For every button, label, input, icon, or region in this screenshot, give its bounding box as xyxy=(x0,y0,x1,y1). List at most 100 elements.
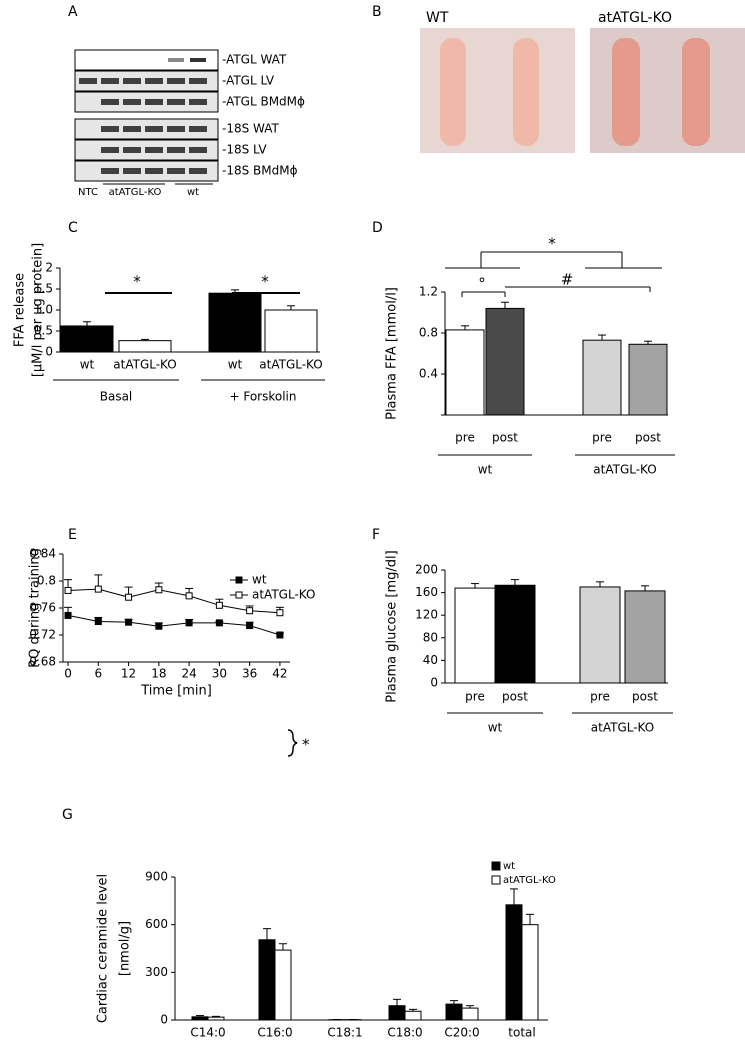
point xyxy=(246,622,254,630)
lane-label: NTC xyxy=(78,187,98,198)
x-tick-label: C20:0 xyxy=(444,1026,479,1040)
blot-band xyxy=(167,168,185,174)
blot-label: -18S WAT xyxy=(222,122,280,136)
bar xyxy=(454,587,496,684)
y-tick-label: 1.2 xyxy=(419,285,438,299)
bar xyxy=(461,1007,479,1021)
y-tick-label: 300 xyxy=(145,965,168,979)
x-tick-label: C18:1 xyxy=(327,1026,362,1040)
group-label: atATGL-KO xyxy=(593,463,656,477)
x-axis-label: Time [min] xyxy=(140,684,212,699)
x-tick-label: 0 xyxy=(64,667,72,681)
annotation: * xyxy=(302,736,310,754)
point xyxy=(215,619,223,627)
bar xyxy=(445,1003,463,1021)
panel-letter: E xyxy=(68,527,77,543)
x-tick-label: 18 xyxy=(151,667,166,681)
y-tick-label: 900 xyxy=(145,870,168,884)
organ xyxy=(513,38,539,146)
blot-label: -18S LV xyxy=(222,143,267,157)
bar xyxy=(445,329,485,416)
panel-letter: A xyxy=(68,4,78,20)
y-tick-label: 0.84 xyxy=(29,547,56,561)
legend-marker xyxy=(235,591,243,599)
legend-marker xyxy=(235,576,243,584)
point xyxy=(185,592,193,600)
panel-letter: F xyxy=(372,527,380,543)
y-axis-label: Cardiac ceramide level xyxy=(96,874,111,1023)
annotation: * xyxy=(261,273,269,291)
group-label: wt xyxy=(488,721,503,735)
group-label: atATGL-KO xyxy=(591,721,654,735)
bar xyxy=(505,904,523,1021)
bar xyxy=(582,339,622,416)
blot-strip xyxy=(74,49,219,71)
blot-label: -ATGL LV xyxy=(222,74,275,88)
blot-band xyxy=(123,78,141,84)
y-axis-label: FFA release xyxy=(13,273,28,347)
panel-letter: D xyxy=(372,220,383,236)
point xyxy=(64,586,72,594)
organ xyxy=(440,38,466,146)
annotation: * xyxy=(548,235,556,253)
legend-label: atATGL-KO xyxy=(252,588,315,602)
x-tick-label: wt xyxy=(80,358,95,372)
annotation: # xyxy=(561,271,574,289)
blot-band xyxy=(101,99,119,105)
y-axis-label: [µM/l per µg protein] xyxy=(31,243,46,377)
point xyxy=(276,609,284,617)
blot-label: -ATGL BMdMϕ xyxy=(222,95,305,109)
point xyxy=(64,611,72,619)
bar xyxy=(494,584,536,684)
x-tick-label: 42 xyxy=(272,667,287,681)
point xyxy=(125,618,133,626)
bar xyxy=(521,924,539,1021)
x-tick-label: atATGL-KO xyxy=(259,358,322,372)
bar xyxy=(258,939,276,1021)
point xyxy=(276,631,284,639)
bar xyxy=(208,292,262,353)
y-tick-label: 0 xyxy=(160,1013,168,1027)
blot-band xyxy=(189,126,207,132)
y-tick-label: 0.72 xyxy=(29,628,56,642)
y-tick-label: 0 xyxy=(430,676,438,690)
series-line xyxy=(68,588,280,614)
point xyxy=(185,619,193,627)
y-tick-label: 120 xyxy=(415,608,438,622)
x-tick-label: post xyxy=(632,690,658,704)
y-tick-label: 600 xyxy=(145,917,168,931)
photo-label: WT xyxy=(426,10,449,26)
x-tick-label: wt xyxy=(228,358,243,372)
bar xyxy=(274,949,292,1021)
blot-band xyxy=(79,78,97,84)
y-axis-label: Plasma FFA [mmol/l] xyxy=(385,287,400,420)
annotation: ° xyxy=(478,275,486,293)
organ xyxy=(682,38,710,146)
blot-band xyxy=(145,99,163,105)
bar xyxy=(388,1005,406,1021)
y-tick-label: 0 xyxy=(45,345,53,359)
legend-swatch xyxy=(491,875,501,885)
y-tick-label: 1.5 xyxy=(34,282,53,296)
point xyxy=(215,601,223,609)
panel-letter: C xyxy=(68,220,78,236)
x-tick-label: 12 xyxy=(121,667,136,681)
blot-band xyxy=(168,58,184,62)
photo-label: atATGL-KO xyxy=(598,10,672,26)
y-tick-label: 2 xyxy=(45,261,53,275)
blot-band xyxy=(101,126,119,132)
y-axis-label: [nmol/g] xyxy=(118,921,133,976)
blot-band xyxy=(101,147,119,153)
bar xyxy=(207,1016,225,1021)
x-tick-label: 36 xyxy=(242,667,257,681)
blot-band xyxy=(123,147,141,153)
x-tick-label: total xyxy=(508,1026,535,1040)
y-tick-label: 80 xyxy=(423,630,438,644)
x-tick-label: pre xyxy=(590,690,610,704)
point xyxy=(246,607,254,615)
y-tick-label: 0.8 xyxy=(419,326,438,340)
blot-label: -ATGL WAT xyxy=(222,53,287,67)
blot-band xyxy=(167,126,185,132)
lane-label: atATGL-KO xyxy=(109,187,162,198)
